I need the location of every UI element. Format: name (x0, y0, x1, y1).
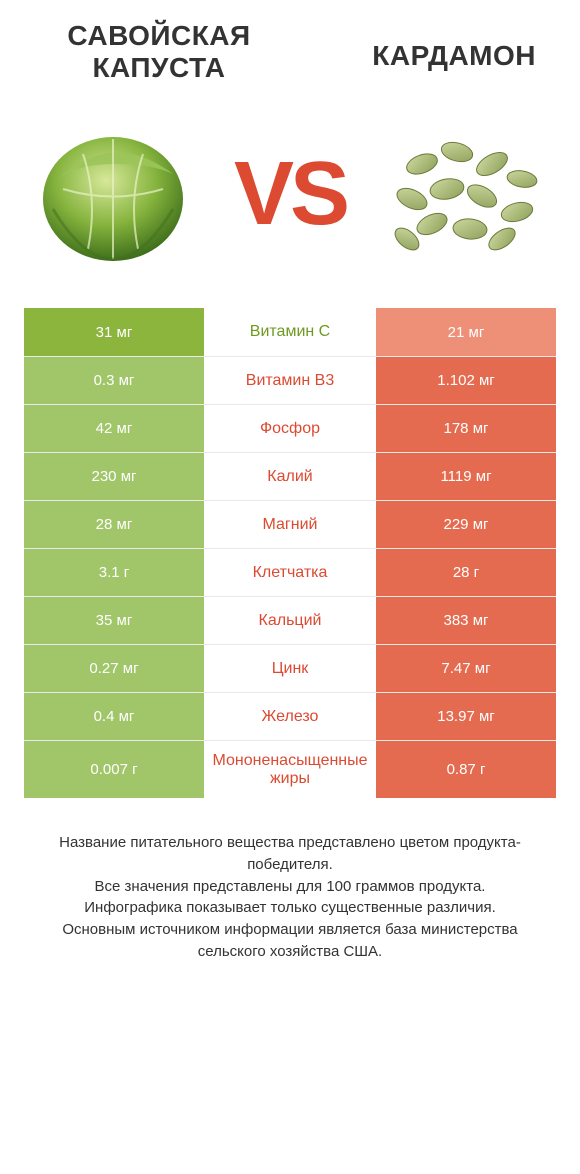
nutrient-name-cell: Витамин B3 (204, 357, 376, 404)
left-value-cell: 42 мг (24, 405, 204, 452)
right-product-image (382, 114, 552, 274)
comparison-table: 31 мгВитамин C21 мг0.3 мгВитамин B31.102… (24, 308, 556, 798)
left-value-cell: 28 мг (24, 501, 204, 548)
right-value-cell: 7.47 мг (376, 645, 556, 692)
footer-notes: Название питательного вещества представл… (24, 832, 556, 963)
right-value-cell: 178 мг (376, 405, 556, 452)
table-row: 31 мгВитамин C21 мг (24, 308, 556, 356)
right-value-cell: 1.102 мг (376, 357, 556, 404)
nutrient-name-cell: Калий (204, 453, 376, 500)
right-value-cell: 0.87 г (376, 741, 556, 798)
table-row: 0.4 мгЖелезо13.97 мг (24, 692, 556, 740)
left-product-title: САВОЙСКАЯ КАПУСТА (44, 20, 274, 84)
nutrient-name-cell: Клетчатка (204, 549, 376, 596)
infographic-container: САВОЙСКАЯ КАПУСТА КАРДАМОН VS (0, 0, 580, 1174)
left-value-cell: 35 мг (24, 597, 204, 644)
table-row: 28 мгМагний229 мг (24, 500, 556, 548)
left-value-cell: 0.007 г (24, 741, 204, 798)
table-row: 42 мгФосфор178 мг (24, 404, 556, 452)
table-row: 0.27 мгЦинк7.47 мг (24, 644, 556, 692)
nutrient-name-cell: Фосфор (204, 405, 376, 452)
nutrient-name-cell: Магний (204, 501, 376, 548)
vs-label: VS (234, 143, 346, 246)
right-value-cell: 21 мг (376, 308, 556, 356)
nutrient-name-cell: Кальций (204, 597, 376, 644)
table-row: 3.1 гКлетчатка28 г (24, 548, 556, 596)
left-value-cell: 230 мг (24, 453, 204, 500)
right-value-cell: 13.97 мг (376, 693, 556, 740)
left-value-cell: 0.4 мг (24, 693, 204, 740)
table-row: 230 мгКалий1119 мг (24, 452, 556, 500)
table-row: 35 мгКальций383 мг (24, 596, 556, 644)
left-value-cell: 0.3 мг (24, 357, 204, 404)
savoy-cabbage-icon (33, 119, 193, 269)
table-row: 0.007 гМононенасыщенные жиры0.87 г (24, 740, 556, 798)
left-value-cell: 3.1 г (24, 549, 204, 596)
left-product-image (28, 114, 198, 274)
images-row: VS (24, 114, 556, 274)
nutrient-name-cell: Цинк (204, 645, 376, 692)
right-product-title: КАРДАМОН (372, 40, 536, 72)
right-value-cell: 1119 мг (376, 453, 556, 500)
nutrient-name-cell: Железо (204, 693, 376, 740)
titles-row: САВОЙСКАЯ КАПУСТА КАРДАМОН (24, 20, 556, 84)
right-value-cell: 28 г (376, 549, 556, 596)
right-value-cell: 383 мг (376, 597, 556, 644)
nutrient-name-cell: Мононенасыщенные жиры (204, 741, 376, 798)
right-value-cell: 229 мг (376, 501, 556, 548)
nutrient-name-cell: Витамин C (204, 308, 376, 356)
table-row: 0.3 мгВитамин B31.102 мг (24, 356, 556, 404)
left-value-cell: 31 мг (24, 308, 204, 356)
cardamom-icon (382, 124, 552, 264)
left-value-cell: 0.27 мг (24, 645, 204, 692)
